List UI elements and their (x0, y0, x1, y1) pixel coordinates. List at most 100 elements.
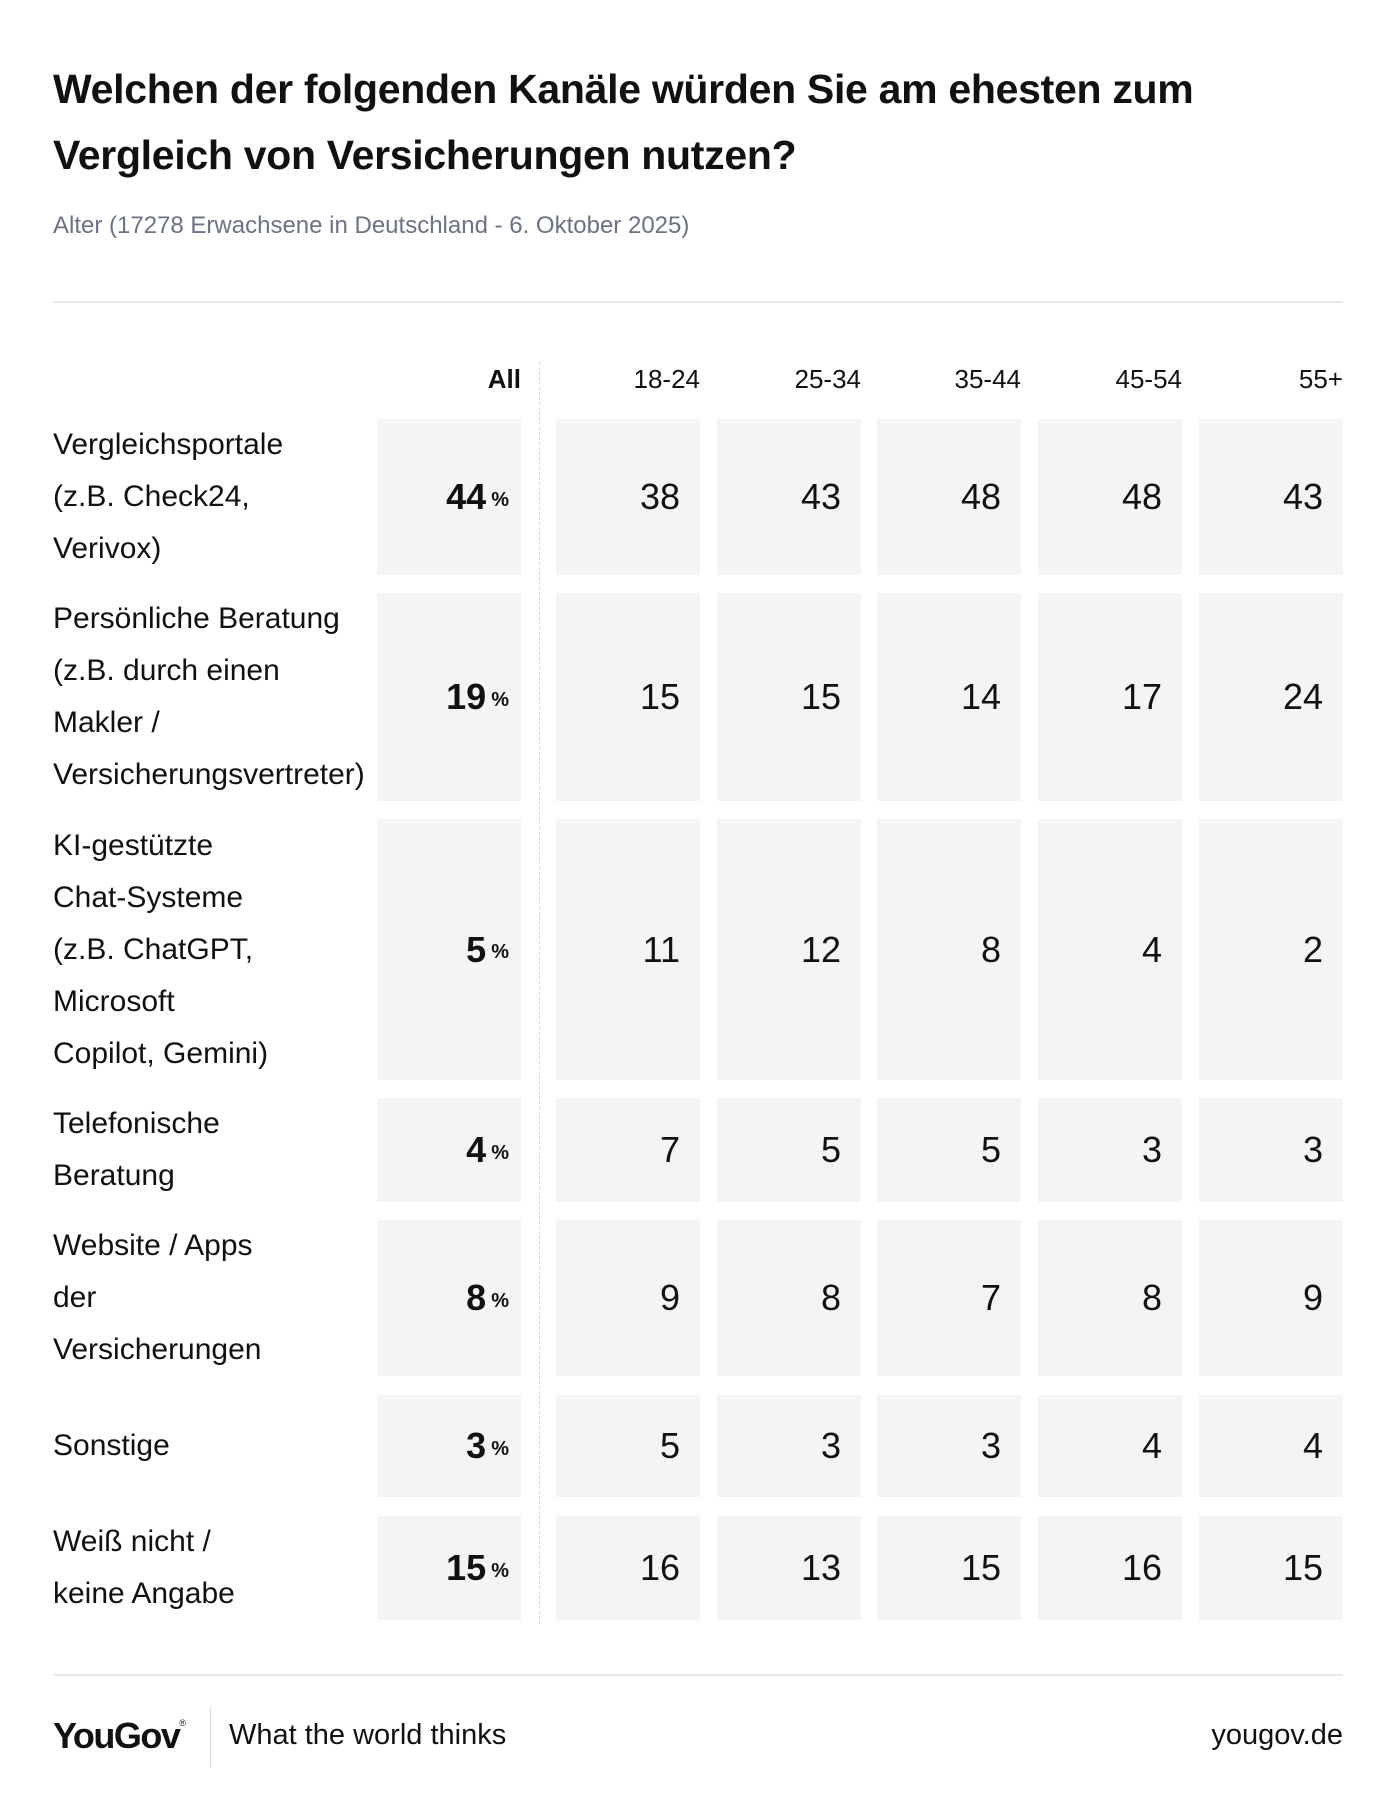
data-cell-all: 8% (377, 1220, 521, 1376)
row-label-line: Copilot, Gemini) (53, 1036, 269, 1070)
cell-value: 9 (659, 1277, 680, 1318)
cell-value: 8 (466, 1277, 487, 1318)
column-header-45-54: 45-54 (1115, 364, 1183, 394)
percent-sign: % (491, 488, 509, 511)
data-cell-35-44: 3 (877, 1395, 1021, 1497)
cell-value: 12 (800, 928, 841, 970)
percent-sign: % (491, 1559, 509, 1582)
row-label-line: Chat-Systeme (53, 880, 244, 914)
percent-sign: % (491, 688, 509, 711)
data-cell-25-34: 5 (717, 1098, 861, 1202)
all-column-separator (539, 362, 540, 1624)
cell-value: 5 (659, 1425, 680, 1466)
row-label: Website / Apps der Versicherungen (53, 1220, 383, 1376)
footer-url[interactable]: yougov.de (1211, 1719, 1343, 1751)
row-label-line: KI-gestützte (53, 828, 214, 862)
row-label-line: (z.B. Check24, (53, 480, 250, 513)
data-cell-45-54: 4 (1038, 1395, 1182, 1497)
row-label-line: Persönliche Beratung (53, 602, 340, 635)
cell-value: 5 (466, 928, 487, 970)
data-cell-35-44: 14 (877, 593, 1021, 801)
cell-value: 48 (1121, 476, 1162, 517)
cell-value: 11 (642, 928, 680, 970)
data-cell-55: 3 (1199, 1098, 1343, 1202)
cell-value: 4 (1141, 928, 1162, 970)
percent-sign: % (491, 1437, 509, 1460)
data-cell-all: 15% (377, 1516, 521, 1620)
cell-value: 17 (1121, 676, 1162, 717)
data-cell-55: 4 (1199, 1395, 1343, 1497)
cell-value: 5 (820, 1129, 841, 1170)
data-cell-25-34: 12 (717, 819, 861, 1080)
data-cell-35-44: 8 (877, 819, 1021, 1080)
row-label-line: Verivox) (53, 532, 162, 565)
data-cell-55: 24 (1199, 593, 1343, 801)
row-label-line: Vergleichsportale (53, 428, 284, 461)
row-label-line: Versicherungsvertreter) (53, 758, 365, 791)
column-header-55: 55+ (1298, 364, 1343, 394)
cell-value: 24 (1282, 676, 1323, 717)
data-cell-18-24: 15 (556, 593, 700, 801)
cell-value: 44 (446, 476, 487, 517)
column-header-all: All (487, 364, 521, 394)
percent-sign: % (491, 1289, 509, 1312)
data-cell-all: 5% (377, 819, 521, 1080)
cell-value: 14 (960, 676, 1001, 717)
cell-value: 16 (1121, 1547, 1162, 1588)
footer-divider (53, 1674, 1343, 1676)
data-cell-25-34: 15 (717, 593, 861, 801)
cell-value: 3 (466, 1425, 487, 1466)
row-label-line: Website / Apps (53, 1229, 253, 1262)
row-label: Persönliche Beratung (z.B. durch einen Mak… (53, 593, 383, 801)
data-cell-45-54: 16 (1038, 1516, 1182, 1620)
row-label-line: Sonstige (53, 1429, 170, 1462)
data-cell-18-24: 16 (556, 1516, 700, 1620)
row-label: Vergleichsportale (z.B. Check24, Verivox) (53, 419, 383, 575)
cell-value: 4 (466, 1129, 487, 1170)
data-cell-45-54: 3 (1038, 1098, 1182, 1202)
header-divider (53, 301, 1343, 303)
cell-value: 15 (960, 1547, 1001, 1588)
footer-separator (210, 1707, 211, 1767)
row-label-line: Versicherungen (53, 1333, 262, 1366)
footer-tagline: What the world thinks (229, 1719, 507, 1751)
column-header-35-44: 35-44 (954, 364, 1022, 394)
cell-value: 7 (659, 1129, 680, 1170)
row-label: Sonstige (53, 1395, 383, 1497)
row-label-line: (z.B. durch einen (53, 654, 280, 687)
cell-value: 43 (1282, 476, 1323, 517)
row-label-line: Weiß nicht / (53, 1525, 211, 1558)
data-cell-18-24: 5 (556, 1395, 700, 1497)
data-cell-25-34: 3 (717, 1395, 861, 1497)
column-header-25-34: 25-34 (794, 364, 862, 394)
data-cell-18-24: 11 (556, 819, 700, 1080)
percent-sign: % (491, 941, 509, 963)
data-cell-all: 44% (377, 419, 521, 575)
data-cell-55: 2 (1199, 819, 1343, 1080)
cell-value: 2 (1302, 928, 1323, 970)
row-label-line: der (53, 1281, 97, 1314)
data-cell-35-44: 15 (877, 1516, 1021, 1620)
cell-value: 3 (820, 1425, 841, 1466)
data-cell-55: 9 (1199, 1220, 1343, 1376)
row-label-line: Telefonische (53, 1107, 220, 1140)
chart-subtitle: Alter (17278 Erwachsene in Deutschland -… (53, 212, 690, 239)
data-cell-55: 43 (1199, 419, 1343, 575)
cell-value: 3 (1141, 1129, 1162, 1170)
cell-value: 3 (980, 1425, 1001, 1466)
column-header-18-24: 18-24 (633, 364, 701, 394)
chart-title: Welchen der folgenden Kanäle würden Sie … (53, 66, 1194, 178)
data-cell-18-24: 38 (556, 419, 700, 575)
row-label: KI-gestützte Chat-Systeme (z.B. ChatGPT, Mi… (53, 819, 383, 1080)
cell-value: 13 (800, 1547, 841, 1588)
data-cell-18-24: 9 (556, 1220, 700, 1376)
data-cell-18-24: 7 (556, 1098, 700, 1202)
cell-value: 8 (820, 1277, 841, 1318)
data-cell-45-54: 8 (1038, 1220, 1182, 1376)
data-cell-45-54: 17 (1038, 593, 1182, 801)
data-cell-all: 3% (377, 1395, 521, 1497)
data-cell-35-44: 5 (877, 1098, 1021, 1202)
data-cell-45-54: 48 (1038, 419, 1182, 575)
cell-value: 15 (1282, 1547, 1323, 1588)
cell-value: 5 (980, 1129, 1001, 1170)
